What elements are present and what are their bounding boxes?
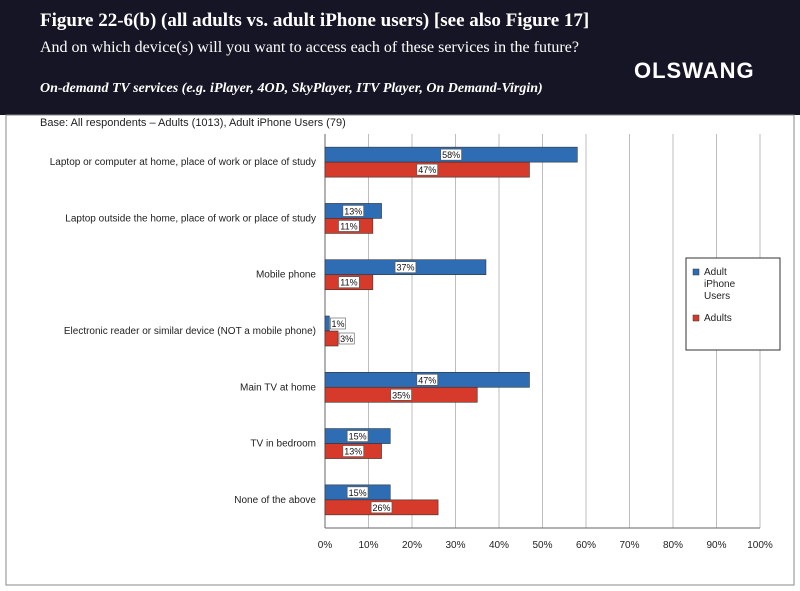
figure-title: Figure 22-6(b) (all adults vs. adult iPh… xyxy=(40,10,590,31)
data-label-box xyxy=(440,148,462,161)
category-label: TV in bedroom xyxy=(250,439,316,450)
x-tick-label: 0% xyxy=(318,540,333,551)
data-label-box xyxy=(338,332,355,345)
data-label: 13% xyxy=(344,447,362,457)
data-label: 1% xyxy=(331,319,344,329)
data-label-box xyxy=(346,430,369,442)
legend-swatch xyxy=(692,314,700,322)
legend-label: Adults xyxy=(704,313,732,324)
legend-label: iPhone xyxy=(704,279,736,290)
data-label: 15% xyxy=(349,488,367,498)
data-label: 47% xyxy=(418,375,436,385)
legend-label: Users xyxy=(704,291,730,302)
data-label: 15% xyxy=(349,432,367,442)
x-tick-label: 50% xyxy=(532,540,552,551)
data-label-box xyxy=(342,445,364,457)
data-label-box xyxy=(394,261,417,274)
data-labels: 58% 47% 13% 11% 37% 11% 1% 3% 47% 35% 15% 13% 15% 26% xyxy=(330,148,462,514)
data-label: 26% xyxy=(373,503,391,513)
data-label-box xyxy=(330,317,346,330)
category-label: Electronic reader or similar device (NOT… xyxy=(64,326,316,337)
data-label-box xyxy=(338,276,360,289)
bar-adults xyxy=(324,330,339,347)
data-label-box xyxy=(338,220,360,232)
category-label: Mobile phone xyxy=(256,270,316,281)
legend-swatch xyxy=(692,268,700,276)
data-label-box xyxy=(346,486,369,499)
x-tick-label: 60% xyxy=(576,540,596,551)
survey-question: And on which device(s) will you want to … xyxy=(40,39,579,56)
x-tick-label: 10% xyxy=(358,540,378,551)
x-tick-label: 90% xyxy=(706,540,726,551)
data-label-box xyxy=(342,205,364,217)
category-label: Laptop outside the home, place of work o… xyxy=(65,213,316,224)
brand-logo: OLSWANG xyxy=(634,58,755,83)
data-label: 13% xyxy=(344,206,362,216)
data-label-box xyxy=(370,501,393,514)
data-label-box xyxy=(416,373,438,386)
data-label: 35% xyxy=(392,390,410,400)
data-label: 11% xyxy=(340,221,357,231)
x-tick-label: 80% xyxy=(663,540,683,551)
data-label: 58% xyxy=(442,150,460,160)
data-label: 3% xyxy=(340,334,353,344)
header-banner: Figure 22-6(b) (all adults vs. adult iPh… xyxy=(0,0,800,115)
x-tick-label: 40% xyxy=(489,540,509,551)
x-axis-ticks: 0% 10% 20% 30% 40% 50% 60% 70% 80% 90% 100% xyxy=(318,540,773,551)
category-label: None of the above xyxy=(234,495,316,506)
x-tick-label: 70% xyxy=(619,540,639,551)
chart-subtitle: On-demand TV services (e.g. iPlayer, 4OD… xyxy=(40,81,543,96)
chart-border xyxy=(5,114,795,586)
category-label: Laptop or computer at home, place of wor… xyxy=(50,157,316,168)
data-label-box xyxy=(390,388,412,401)
data-label: 11% xyxy=(340,278,357,288)
x-tick-label: 100% xyxy=(747,540,773,551)
data-label: 47% xyxy=(418,165,436,175)
bars xyxy=(324,146,578,516)
category-label: Main TV at home xyxy=(240,382,316,393)
legend-box xyxy=(685,257,781,351)
x-tick-label: 20% xyxy=(402,540,422,551)
category-labels: Laptop or computer at home, place of wor… xyxy=(50,157,317,506)
x-tick-label: 30% xyxy=(445,540,465,551)
base-note: Base: All respondents – Adults (1013), A… xyxy=(40,117,346,129)
bar-iphone xyxy=(324,315,330,332)
chart-frame xyxy=(5,114,795,586)
legend-label: Adult xyxy=(704,267,727,278)
data-label: 37% xyxy=(396,263,414,273)
data-label-box xyxy=(416,163,438,176)
